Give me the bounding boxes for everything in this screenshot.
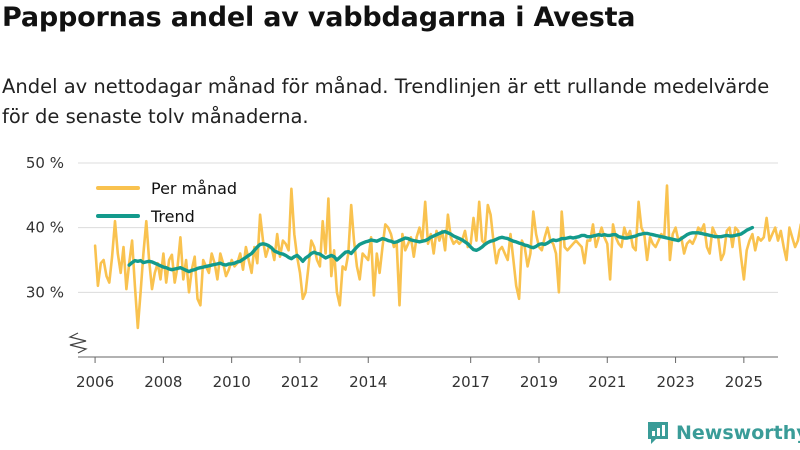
axes [68, 332, 778, 358]
brand-name: Newsworthy [676, 422, 800, 444]
x-tick-label: 2008 [144, 373, 182, 391]
brand-logo: Newsworthy [646, 420, 800, 446]
y-tick-label: 30 % [26, 283, 64, 301]
x-tick-label: 2025 [725, 373, 763, 391]
x-tick-label: 2006 [76, 373, 114, 391]
y-tick-labels: 30 % 40 % 50 % [26, 154, 64, 301]
chart-subtitle: Andel av nettodagar månad för månad. Tre… [2, 75, 770, 128]
x-tick-label: 2019 [520, 373, 558, 391]
y-tick-label: 40 % [26, 219, 64, 237]
legend-label-trend: Trend [150, 207, 195, 226]
x-tick-labels: 2006 2008 2010 2012 2014 2017 2019 2021 2023 2025 [76, 357, 763, 391]
y-tick-label: 50 % [26, 154, 64, 172]
axis-break-icon [68, 332, 88, 354]
legend: Per månad Trend [96, 179, 237, 226]
legend-label-per-manad: Per månad [151, 179, 237, 198]
x-tick-label: 2021 [588, 373, 626, 391]
x-tick-label: 2014 [349, 373, 387, 391]
series-line-per-manad [93, 184, 800, 330]
x-tick-label: 2012 [281, 373, 319, 391]
newsworthy-logo-icon [648, 422, 668, 444]
chart-title: Pappornas andel av vabbdagarna i Avesta [2, 2, 636, 33]
x-tick-label: 2017 [452, 373, 490, 391]
series-line-trend [127, 225, 755, 274]
series [93, 184, 800, 330]
x-tick-label: 2023 [656, 373, 694, 391]
x-tick-label: 2010 [213, 373, 251, 391]
